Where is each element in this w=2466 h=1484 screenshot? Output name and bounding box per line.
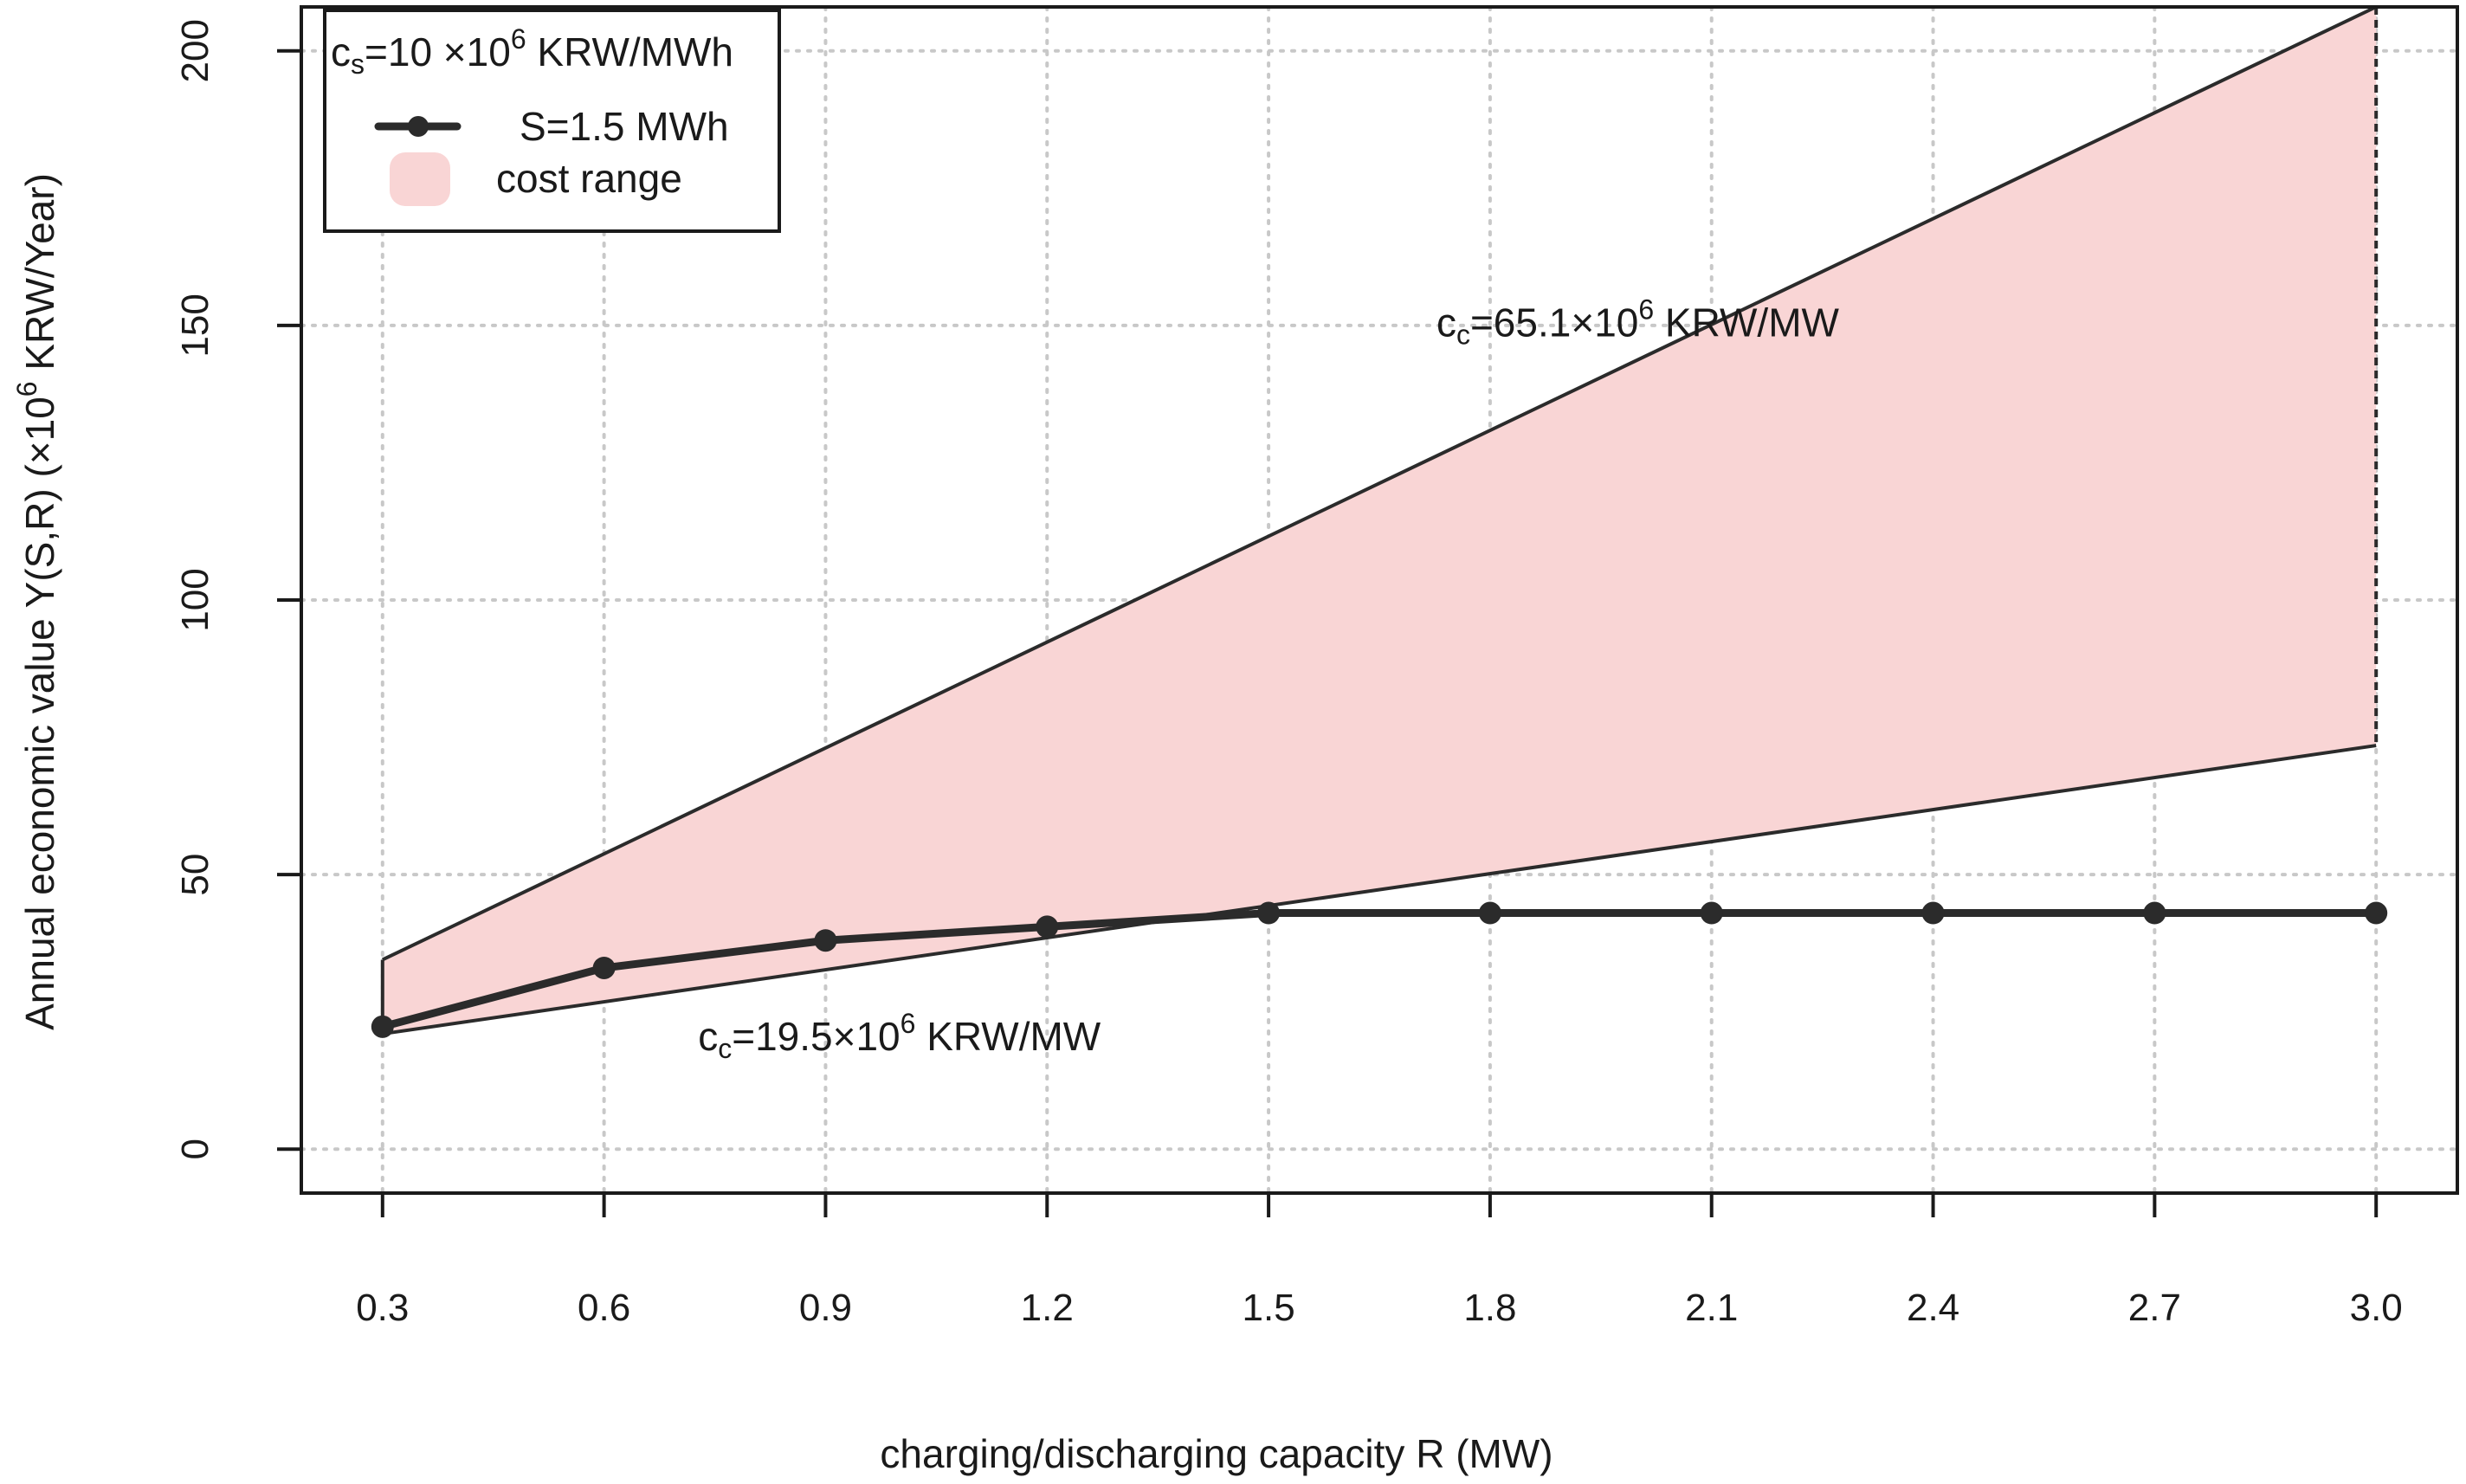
x-tick-label-7: 2.4 (1907, 1287, 1959, 1329)
series-layer (371, 901, 2388, 1038)
cost-range-band (380, 5, 2379, 1036)
x-tick-label-9: 3.0 (2350, 1287, 2403, 1329)
data-point-6 (1700, 901, 1723, 925)
y-tick-label-2: 100 (174, 568, 216, 631)
x-tick-label-2: 0.9 (799, 1287, 852, 1329)
y-tick-label-1: 50 (174, 854, 216, 896)
y-tick-label-4: 200 (174, 19, 216, 82)
x-tick-label-5: 1.8 (1463, 1287, 1516, 1329)
cost-range-area (382, 7, 2377, 1035)
annotations: cc=65.1×106 KRW/MW cc=19.5×106 KRW/MW (698, 294, 1839, 1065)
x-tick-label-8: 2.7 (2128, 1287, 2181, 1329)
x-tick-label-3: 1.2 (1021, 1287, 1074, 1329)
legend-band-label: cost range (496, 156, 682, 201)
y-tick-label-0: 0 (174, 1139, 216, 1159)
legend-title: cs=10 ×106 KRW/MWh (331, 23, 733, 80)
data-point-1 (592, 956, 616, 979)
legend: cs=10 ×106 KRW/MWh S=1.5 MWh cost range (323, 9, 781, 233)
x-axis-title: charging/discharging capacity R (MW) (880, 1431, 1553, 1476)
cost-upper-bound-line (381, 5, 2378, 962)
axes: 0.3 0.6 0.9 1.2 1.5 1.8 2.1 2.4 2.7 3.0 0 50 100 150 2… (11, 5, 2459, 1476)
data-point-5 (1478, 901, 1501, 925)
x-tick-label-4: 1.5 (1243, 1287, 1295, 1329)
y-axis-title: Annual economic value Y(S,R) (×106 KRW/Y… (11, 173, 62, 1030)
legend-band-swatch (390, 152, 450, 206)
legend-point-swatch (408, 116, 429, 137)
cost-lower-bound-line (382, 744, 2377, 1036)
x-tick-label-6: 2.1 (1685, 1287, 1738, 1329)
x-tick-label-0: 0.3 (356, 1287, 409, 1329)
legend-line-label: S=1.5 MWh (520, 104, 729, 149)
y-tick-label-3: 150 (174, 294, 216, 357)
data-point-0 (371, 1015, 394, 1038)
data-point-8 (2143, 901, 2166, 925)
data-point-7 (1921, 901, 1945, 925)
annotation-lower: cc=19.5×106 KRW/MW (698, 1008, 1101, 1064)
data-point-4 (1257, 901, 1281, 925)
data-point-9 (2365, 901, 2388, 925)
annotation-upper: cc=65.1×106 KRW/MW (1436, 294, 1840, 351)
series-line-s15 (378, 909, 2380, 1031)
x-tick-label-1: 0.6 (578, 1287, 630, 1329)
data-point-3 (1036, 915, 1059, 939)
data-point-2 (814, 929, 837, 952)
